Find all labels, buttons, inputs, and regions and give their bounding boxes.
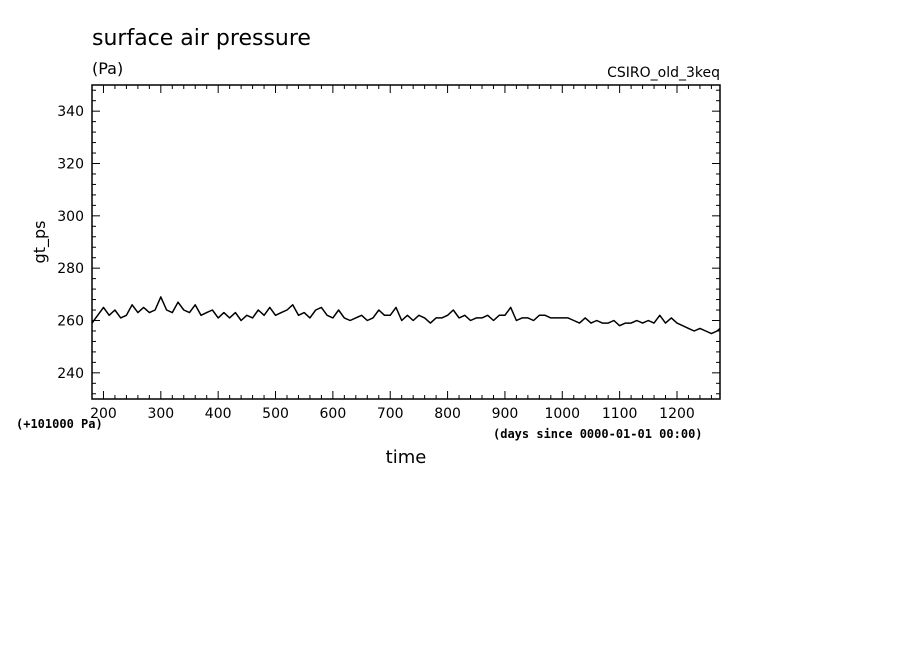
y-offset-label: (+101000 Pa) — [16, 417, 103, 431]
y-tick-label: 280 — [57, 261, 84, 277]
x-units-label: (days since 0000-01-01 00:00) — [493, 427, 703, 441]
x-axis-label: time — [386, 447, 427, 468]
x-tick-label: 400 — [205, 406, 232, 422]
axis-ticks — [91, 85, 720, 399]
x-tick-label: 800 — [434, 406, 461, 422]
chart-title: surface air pressure — [92, 26, 311, 51]
x-tick-label: 200 — [90, 406, 117, 422]
y-tick-label: 260 — [57, 314, 84, 330]
x-tick-label: 1200 — [659, 406, 695, 422]
y-axis-label: gt_ps — [30, 221, 50, 264]
chart-source: CSIRO_old_3keq — [607, 65, 720, 81]
y-tick-label: 320 — [57, 157, 84, 173]
chart-units: (Pa) — [92, 59, 123, 78]
x-tick-label: 300 — [147, 406, 174, 422]
series-line — [91, 296, 721, 335]
y-tick-label: 240 — [57, 366, 84, 382]
x-tick-label: 700 — [377, 406, 404, 422]
plot-frame — [91, 84, 721, 400]
x-tick-labels: 200 300 400 500 600 700 800 900 1000 1100 1200 — [90, 406, 695, 422]
x-tick-label: 500 — [262, 406, 289, 422]
y-tick-labels: 240 260 280 300 320 340 — [57, 104, 84, 382]
y-tick-label: 300 — [57, 209, 84, 225]
x-tick-label: 1000 — [544, 406, 580, 422]
x-tick-label: 600 — [320, 406, 347, 422]
x-tick-label: 1100 — [602, 406, 638, 422]
y-tick-label: 340 — [57, 104, 84, 120]
x-tick-label: 900 — [492, 406, 519, 422]
